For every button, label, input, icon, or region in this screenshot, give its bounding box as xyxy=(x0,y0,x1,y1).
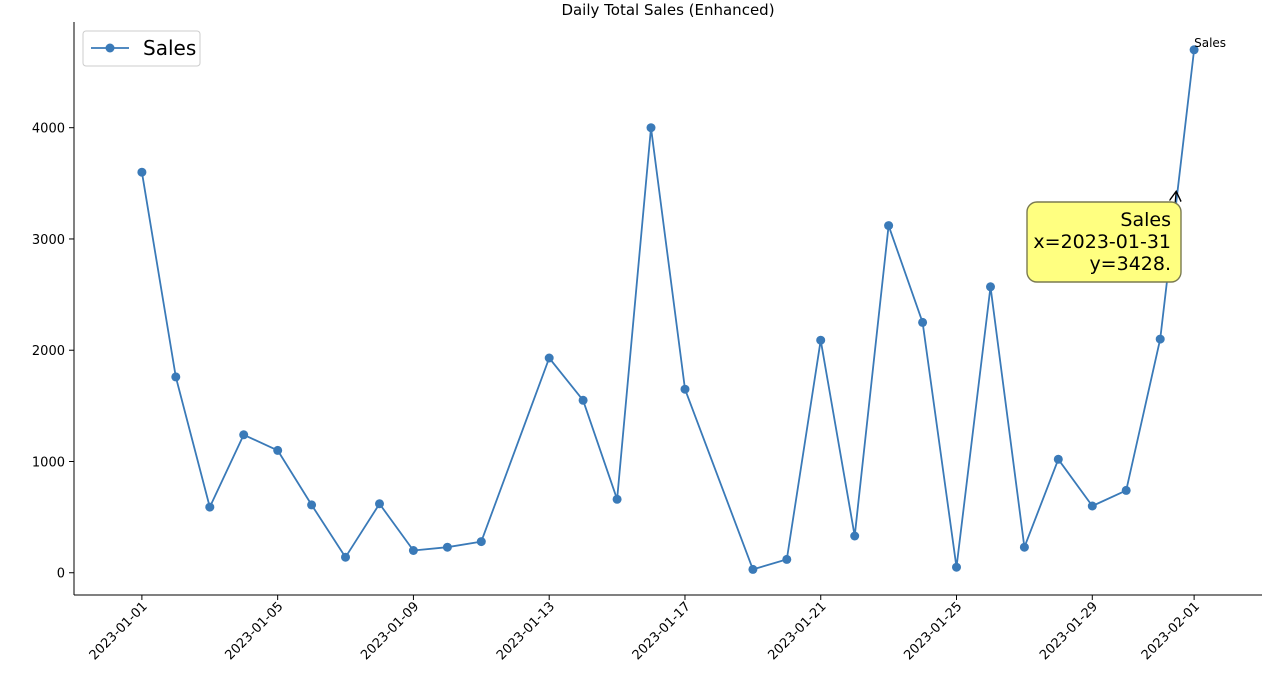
y-tick-label: 0 xyxy=(57,567,65,582)
x-tick-label: 2023-01-29 xyxy=(1037,599,1101,663)
annotation-box xyxy=(1026,201,1182,283)
x-tick-label: 2023-01-25 xyxy=(901,599,965,663)
legend-swatch-marker xyxy=(105,43,115,53)
legend-entry-label: Sales xyxy=(143,36,196,60)
data-point xyxy=(680,384,690,394)
y-tick-label: 3000 xyxy=(32,233,65,248)
y-tick-label: 2000 xyxy=(32,344,65,359)
series-line-sales xyxy=(141,49,1195,571)
series-group xyxy=(137,45,1199,574)
data-point xyxy=(408,546,418,555)
x-axis-ticks: 2023-01-01 2023-01-05 2023-01-09 2023-01-13… xyxy=(87,595,1203,663)
annotation-arrow xyxy=(1175,191,1176,205)
annotation-x-value: x=2023-01-31 xyxy=(1033,231,1171,253)
chart-title: Daily Total Sales (Enhanced) xyxy=(561,1,774,19)
data-point xyxy=(952,562,961,572)
x-tick-label: 2023-01-21 xyxy=(766,599,830,663)
annotation-series-name: Sales xyxy=(1120,209,1171,231)
data-point xyxy=(578,395,588,405)
data-point xyxy=(205,502,215,512)
data-point xyxy=(1155,334,1165,344)
data-point xyxy=(273,445,283,455)
series-end-label: Sales xyxy=(1194,36,1226,50)
x-tick-label: 2023-01-17 xyxy=(630,599,694,663)
y-tick-label: 1000 xyxy=(32,455,65,470)
data-point xyxy=(1189,45,1199,55)
data-point xyxy=(375,499,384,509)
data-point xyxy=(918,317,928,327)
x-tick-label: 2023-01-13 xyxy=(494,599,558,663)
data-point xyxy=(476,537,486,547)
data-point xyxy=(850,531,860,541)
legend-frame xyxy=(82,30,201,67)
data-point xyxy=(816,335,826,345)
x-tick-label: 2023-01-05 xyxy=(222,599,286,663)
data-point xyxy=(646,123,656,133)
data-point xyxy=(1053,454,1063,464)
data-point xyxy=(341,552,350,562)
y-axis-ticks: 0 1000 2000 3000 4000 xyxy=(32,122,74,582)
data-point xyxy=(307,500,317,510)
data-point xyxy=(612,494,622,504)
annotation-y-value: y=3428. xyxy=(1089,253,1171,275)
data-point xyxy=(1019,542,1029,552)
data-point xyxy=(239,430,249,440)
data-point xyxy=(986,282,995,292)
data-point xyxy=(1121,485,1131,495)
y-tick-label: 4000 xyxy=(32,122,65,137)
data-point xyxy=(137,167,147,177)
data-point xyxy=(544,353,554,363)
data-point xyxy=(1087,501,1097,511)
x-tick-label: 2023-01-09 xyxy=(358,599,422,663)
data-point xyxy=(442,542,452,552)
data-point xyxy=(171,372,181,382)
x-tick-label: 2023-01-01 xyxy=(87,599,151,663)
data-point xyxy=(748,564,758,574)
data-point xyxy=(884,221,894,231)
legend: Sales xyxy=(82,30,201,67)
tooltip-annotation: Sales x=2023-01-31 y=3428. xyxy=(1026,191,1182,283)
axes xyxy=(73,22,1262,596)
data-point xyxy=(782,554,792,564)
x-tick-label: 2023-02-01 xyxy=(1139,599,1203,663)
